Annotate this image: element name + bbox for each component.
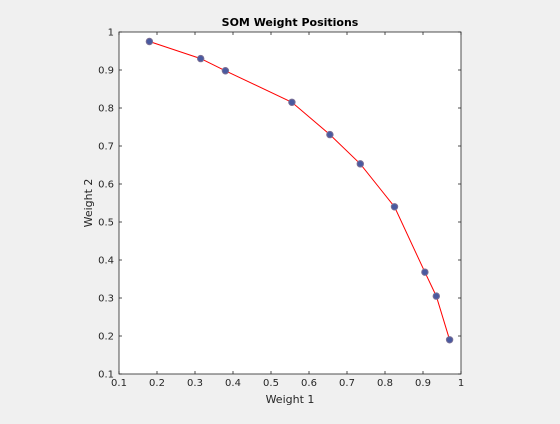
x-tick-label: 0.6 [301,378,317,389]
x-tick-label: 0.2 [149,378,165,389]
data-point [445,336,454,344]
y-tick-label: 0.2 [98,332,114,343]
plot-area [118,31,462,375]
data-point [288,98,296,107]
y-tick-label: 0.5 [98,218,114,229]
x-axis-ticks: 0.1 0.2 0.3 0.4 0.5 0.6 0.7 0.8 0.9 1 [111,32,464,389]
y-tick-label: 0.8 [98,104,114,115]
x-axis-label: Weight 1 [266,393,315,406]
data-point [221,67,230,75]
y-tick-label: 0.9 [98,66,114,77]
data-point [356,160,364,168]
y-tick-label: 0.7 [98,142,114,153]
y-tick-label: 0.4 [98,256,114,267]
x-tick-label: 0.9 [415,378,431,389]
x-tick-label: 0.3 [187,378,203,389]
data-point [390,203,399,211]
y-axis-ticks: 0.1 0.2 0.3 0.4 0.5 0.6 0.7 0.8 0.9 1 [98,28,461,381]
chart-title: SOM Weight Positions [222,16,359,29]
x-tick-label: 0.5 [263,378,279,389]
y-axis-label: Weight 2 [82,179,95,228]
y-tick-label: 0.1 [98,370,114,381]
y-tick-label: 1 [108,28,114,39]
x-tick-label: 1 [458,378,464,389]
series-line [149,41,451,340]
x-tick-label: 0.8 [377,378,393,389]
x-tick-label: 0.1 [111,378,127,389]
y-tick-label: 0.3 [98,294,114,305]
x-tick-label: 0.4 [225,378,241,389]
data-point [326,130,334,139]
data-point [432,292,440,300]
data-point [421,268,429,276]
series-layer [145,37,454,344]
data-point [197,54,205,63]
data-point [145,37,154,46]
y-tick-label: 0.6 [98,180,114,191]
x-tick-label: 0.7 [339,378,355,389]
